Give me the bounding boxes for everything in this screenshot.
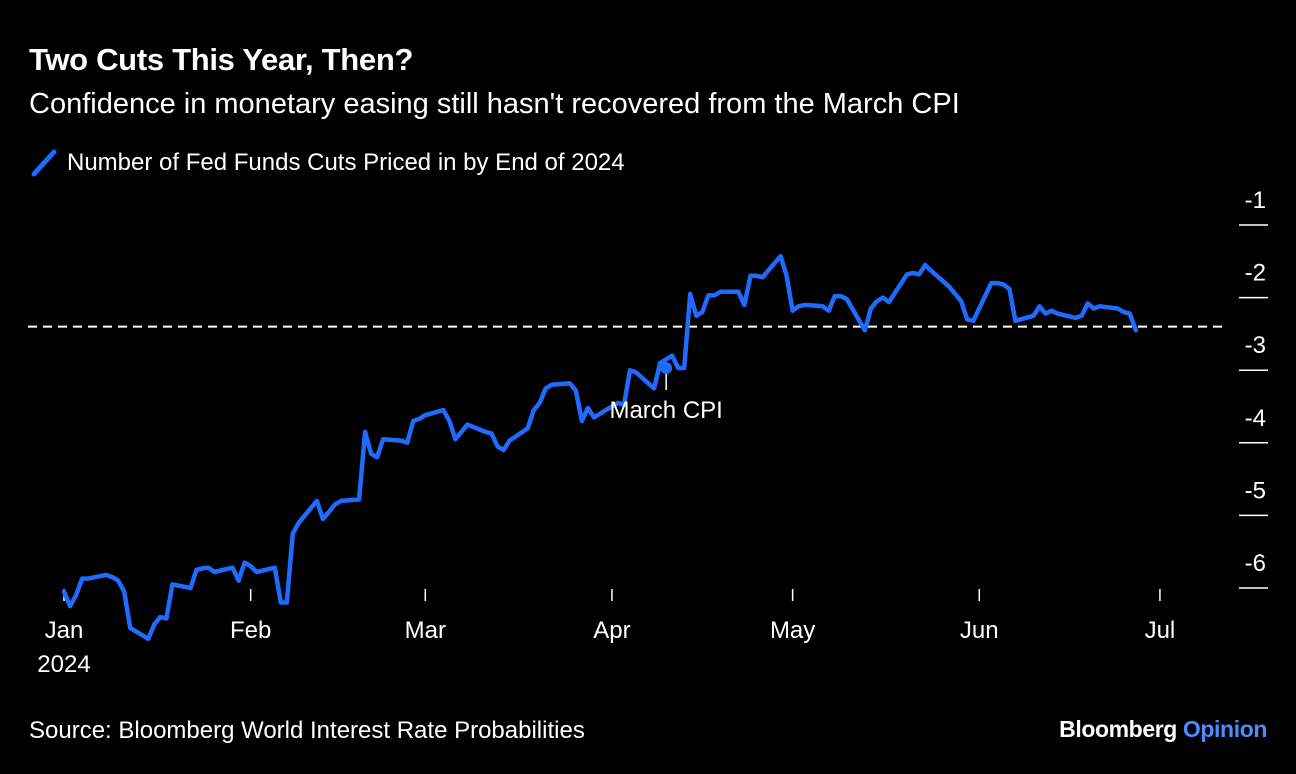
annotation-point: [660, 362, 673, 375]
chart-title: Two Cuts This Year, Then?: [29, 42, 414, 77]
legend: Number of Fed Funds Cuts Priced in by En…: [29, 148, 625, 178]
y-tick-label: -2: [1245, 260, 1266, 287]
chart-subtitle: Confidence in monetary easing still hasn…: [29, 88, 960, 120]
y-tick-label: -5: [1245, 477, 1266, 504]
x-tick-label: Apr: [593, 617, 630, 644]
source-note: Source: Bloomberg World Interest Rate Pr…: [29, 717, 585, 744]
x-tick-label: Jul: [1145, 617, 1176, 644]
legend-label: Number of Fed Funds Cuts Priced in by En…: [67, 149, 625, 176]
y-tick-label: -1: [1245, 187, 1266, 214]
brand-primary: Bloomberg: [1059, 716, 1177, 742]
x-tick-label: May: [770, 617, 815, 644]
annotation-label: March CPI: [609, 397, 722, 424]
x-year-label: 2024: [37, 651, 90, 678]
x-tick-label: Jan: [45, 617, 84, 644]
y-tick-label: -3: [1245, 332, 1266, 359]
series-line: [61, 253, 1139, 642]
legend-swatch-icon: [31, 149, 57, 177]
y-tick-label: -4: [1245, 405, 1266, 432]
x-tick-label: Mar: [405, 617, 446, 644]
y-tick-label: -6: [1245, 550, 1266, 577]
x-tick-label: Feb: [230, 617, 271, 644]
x-tick-label: Jun: [960, 617, 999, 644]
brand-logo: Bloomberg Opinion: [1059, 716, 1267, 743]
brand-secondary: Opinion: [1182, 716, 1267, 742]
